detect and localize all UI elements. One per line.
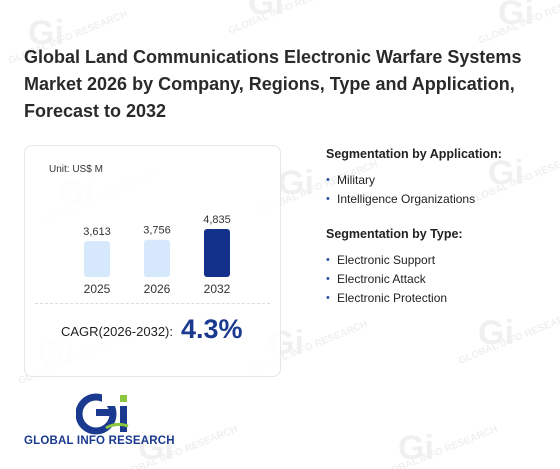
type-item: Electronic Protection [326,289,551,308]
category-label: 2026 [144,282,171,296]
type-item: Electronic Support [326,251,551,270]
cagr-label: CAGR(2026-2032): [61,324,173,339]
watermark-mark: Gi [278,164,314,202]
cagr-value: 4.3% [181,314,243,344]
bar-chart: 3,613 2025 3,756 2026 4,835 2032 [83,214,231,296]
watermark-mark: Gi [248,0,284,22]
category-label: 2025 [84,282,111,296]
watermark-mark: Gi [478,314,514,352]
application-item: Military [326,171,551,190]
segmentation-application-heading: Segmentation by Application: [326,147,502,161]
application-list: MilitaryIntelligence Organizations [326,171,551,209]
logo-icon [76,393,129,435]
chart-card: Unit: US$ M 3,613 2025 3,756 2026 4,835 2032 … [24,145,281,377]
company-logo: GLOBAL INFO RESEARCH [24,392,194,452]
page-title: Global Land Communications Electronic Wa… [24,47,522,121]
unit-label: Unit: US$ M [49,164,103,175]
watermark-mark: Gi [498,0,534,32]
segmentation-type-heading: Segmentation by Type: [326,227,463,241]
value-label: 3,613 [83,226,111,238]
watermark-text: GLOBAL INFO RESEARCH [377,424,499,469]
bar-2025 [84,241,110,277]
bar-2032 [204,229,230,277]
type-item: Electronic Attack [326,270,551,289]
segmentation-type: Segmentation by Type: Electronic Support… [326,227,551,308]
watermark-text: GLOBAL INFO RESEARCH [477,0,560,47]
watermark-mark: Gi [398,429,434,467]
bar-2026 [144,239,170,277]
type-list: Electronic SupportElectronic AttackElect… [326,251,551,308]
value-label: 4,835 [203,214,231,226]
logo-text: GLOBAL INFO RESEARCH [24,435,175,447]
chart-divider [35,303,270,304]
watermark-text: GLOBAL INFO RESEARCH [227,0,349,37]
value-label: 3,756 [143,225,171,237]
category-label: 2032 [204,282,231,296]
watermark-text: GLOBAL INFO RESEARCH [457,309,560,367]
segmentation-application: Segmentation by Application: MilitaryInt… [326,147,551,209]
application-item: Intelligence Organizations [326,190,551,209]
